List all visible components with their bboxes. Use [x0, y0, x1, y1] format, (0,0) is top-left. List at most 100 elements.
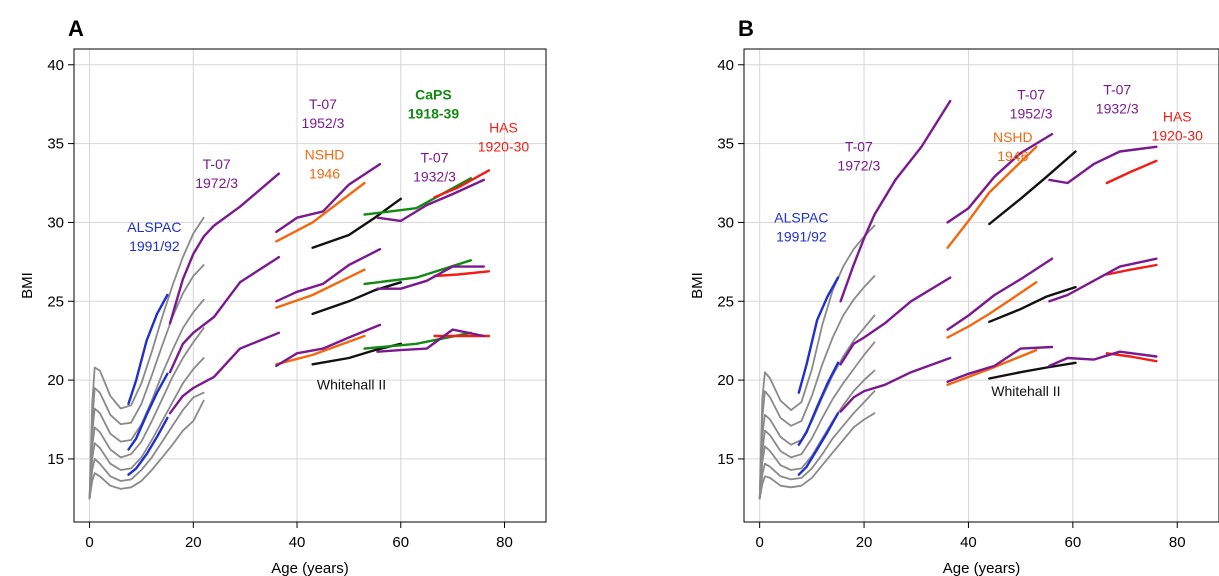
y-tick-label: 40	[47, 57, 64, 74]
x-tick-label: 20	[856, 534, 873, 551]
annotation-label: HAS 1920-30	[478, 120, 530, 155]
series-line-t07	[275, 162, 382, 234]
series-line-nshd	[946, 281, 1038, 339]
series-line-t07	[839, 356, 952, 413]
y-tick-label: 40	[717, 57, 734, 74]
series-line-reference	[88, 399, 205, 500]
series-line-t07	[168, 331, 281, 415]
series-line-reference	[758, 275, 876, 500]
y-tick-label: 25	[717, 293, 734, 310]
series-line-t07	[946, 345, 1054, 383]
x-tick-label: 0	[755, 534, 763, 551]
series-line-reference	[758, 224, 876, 500]
annotation-line: T-07	[1103, 82, 1131, 98]
annotation-label: Whitehall II	[317, 377, 386, 393]
series-line-t07	[168, 255, 281, 374]
series-line-t07	[946, 132, 1054, 224]
annotation-label: T-07 1972/3	[837, 138, 880, 173]
annotation-label: CaPS 1918-39	[408, 86, 460, 121]
series-line-t07	[168, 172, 281, 325]
series-line-has	[1105, 263, 1158, 276]
series-line-whitehall	[988, 150, 1077, 226]
annotation-line: 1932/3	[1096, 101, 1139, 117]
series-line-alspac	[797, 412, 840, 476]
annotation-line: T-07	[420, 150, 448, 166]
annotation-line: 1918-39	[408, 105, 460, 121]
plot-area-a: 0 20 40 60 80 15 20 25 30 35 40 Age (years) BMI ALSPA…	[19, 48, 547, 576]
annotation-line: CaPS	[415, 86, 452, 102]
annotation-label: T-07 1952/3	[1010, 86, 1053, 121]
annotation-line: NSHD	[305, 146, 345, 162]
annotation-label: HAS 1920-30	[1152, 109, 1204, 144]
annotation-line: 1932/3	[413, 169, 456, 185]
annotation-line: 1972/3	[195, 175, 238, 191]
series-line-nshd	[275, 268, 366, 309]
annotation-line: NSHD	[993, 129, 1033, 145]
series-line-reference	[758, 390, 876, 500]
series-line-t07	[376, 178, 485, 223]
series-line-whitehall	[311, 197, 402, 249]
annotation-line: 1920-30	[478, 139, 530, 155]
x-tick-label: 40	[960, 534, 977, 551]
series-line-t07	[839, 99, 952, 303]
plot-area-b: 0 20 40 60 80 15 20 25 30 35 40 Age (years) BMI ALSPA…	[689, 48, 1219, 576]
annotation-label: Whitehall II	[991, 383, 1060, 399]
annotation-line: 1946	[997, 148, 1028, 164]
x-tick-label: 80	[1169, 534, 1186, 551]
annotation-label: ALSPAC 1991/92	[774, 209, 828, 244]
series-line-alspac	[127, 416, 169, 476]
series-line-nshd	[275, 181, 366, 243]
panel-a: A 0 20 40 60 80 15 20 25 30 35 40 Age (years) BMI ALS…	[19, 16, 547, 576]
series-line-nshd	[946, 145, 1038, 249]
series-line-t07	[1048, 145, 1158, 185]
series-line-caps	[363, 177, 472, 216]
x-tick-label: 20	[185, 534, 202, 551]
panel-b: B 0 20 40 60 80 15 20 25 30 35 40 Age (years) BMI ALS…	[689, 16, 1219, 576]
series-line-reference	[88, 327, 205, 500]
y-tick-label: 20	[717, 372, 734, 389]
annotation-label: T-07 1952/3	[302, 96, 345, 131]
series-line-reference	[88, 298, 205, 500]
x-tick-label: 80	[496, 534, 513, 551]
series-line-reference	[88, 264, 205, 500]
annotation-line: Whitehall II	[991, 383, 1060, 399]
x-tick-label: 60	[1065, 534, 1082, 551]
annotation-line: 1920-30	[1152, 128, 1204, 144]
series-line-nshd	[275, 334, 366, 366]
series-line-whitehall	[311, 281, 402, 316]
annotation-line: 1991/92	[129, 238, 180, 254]
annotation-line: 1991/92	[776, 228, 827, 244]
annotation-line: 1952/3	[302, 115, 345, 131]
annotation-line: ALSPAC	[127, 219, 181, 235]
series-line-caps	[363, 259, 472, 286]
annotation-line: T-07	[845, 138, 873, 154]
annotation-label: T-07 1932/3	[1096, 82, 1139, 117]
annotation-line: HAS	[1163, 109, 1192, 125]
annotation-label: ALSPAC 1991/92	[127, 219, 181, 254]
series-line-t07	[1048, 350, 1158, 368]
annotation-line: Whitehall II	[317, 377, 386, 393]
series-line-t07	[275, 247, 382, 303]
y-tick-label: 35	[47, 136, 64, 153]
series-line-alspac	[797, 361, 840, 446]
panel-letter-a: A	[68, 16, 84, 41]
annotation-line: T-07	[1017, 86, 1045, 102]
annotation-label: NSHD 1946	[993, 129, 1033, 164]
y-axis-title: BMI	[19, 272, 36, 299]
series-line-has	[433, 270, 491, 278]
x-axis-title: Age (years)	[943, 560, 1021, 576]
x-tick-label: 40	[289, 534, 306, 551]
series-line-t07	[376, 328, 485, 353]
y-tick-label: 15	[717, 451, 734, 468]
series-line-reference	[758, 341, 876, 500]
x-tick-label: 60	[392, 534, 409, 551]
series-line-reference	[88, 357, 205, 500]
series-line-has	[1105, 159, 1158, 185]
series-line-has	[433, 169, 491, 199]
annotation-line: 1946	[309, 165, 340, 181]
series-line-whitehall	[988, 361, 1077, 380]
series-line-reference	[88, 391, 205, 500]
y-tick-label: 15	[47, 451, 64, 468]
series-line-t07	[839, 276, 952, 366]
y-tick-label: 30	[47, 214, 64, 231]
